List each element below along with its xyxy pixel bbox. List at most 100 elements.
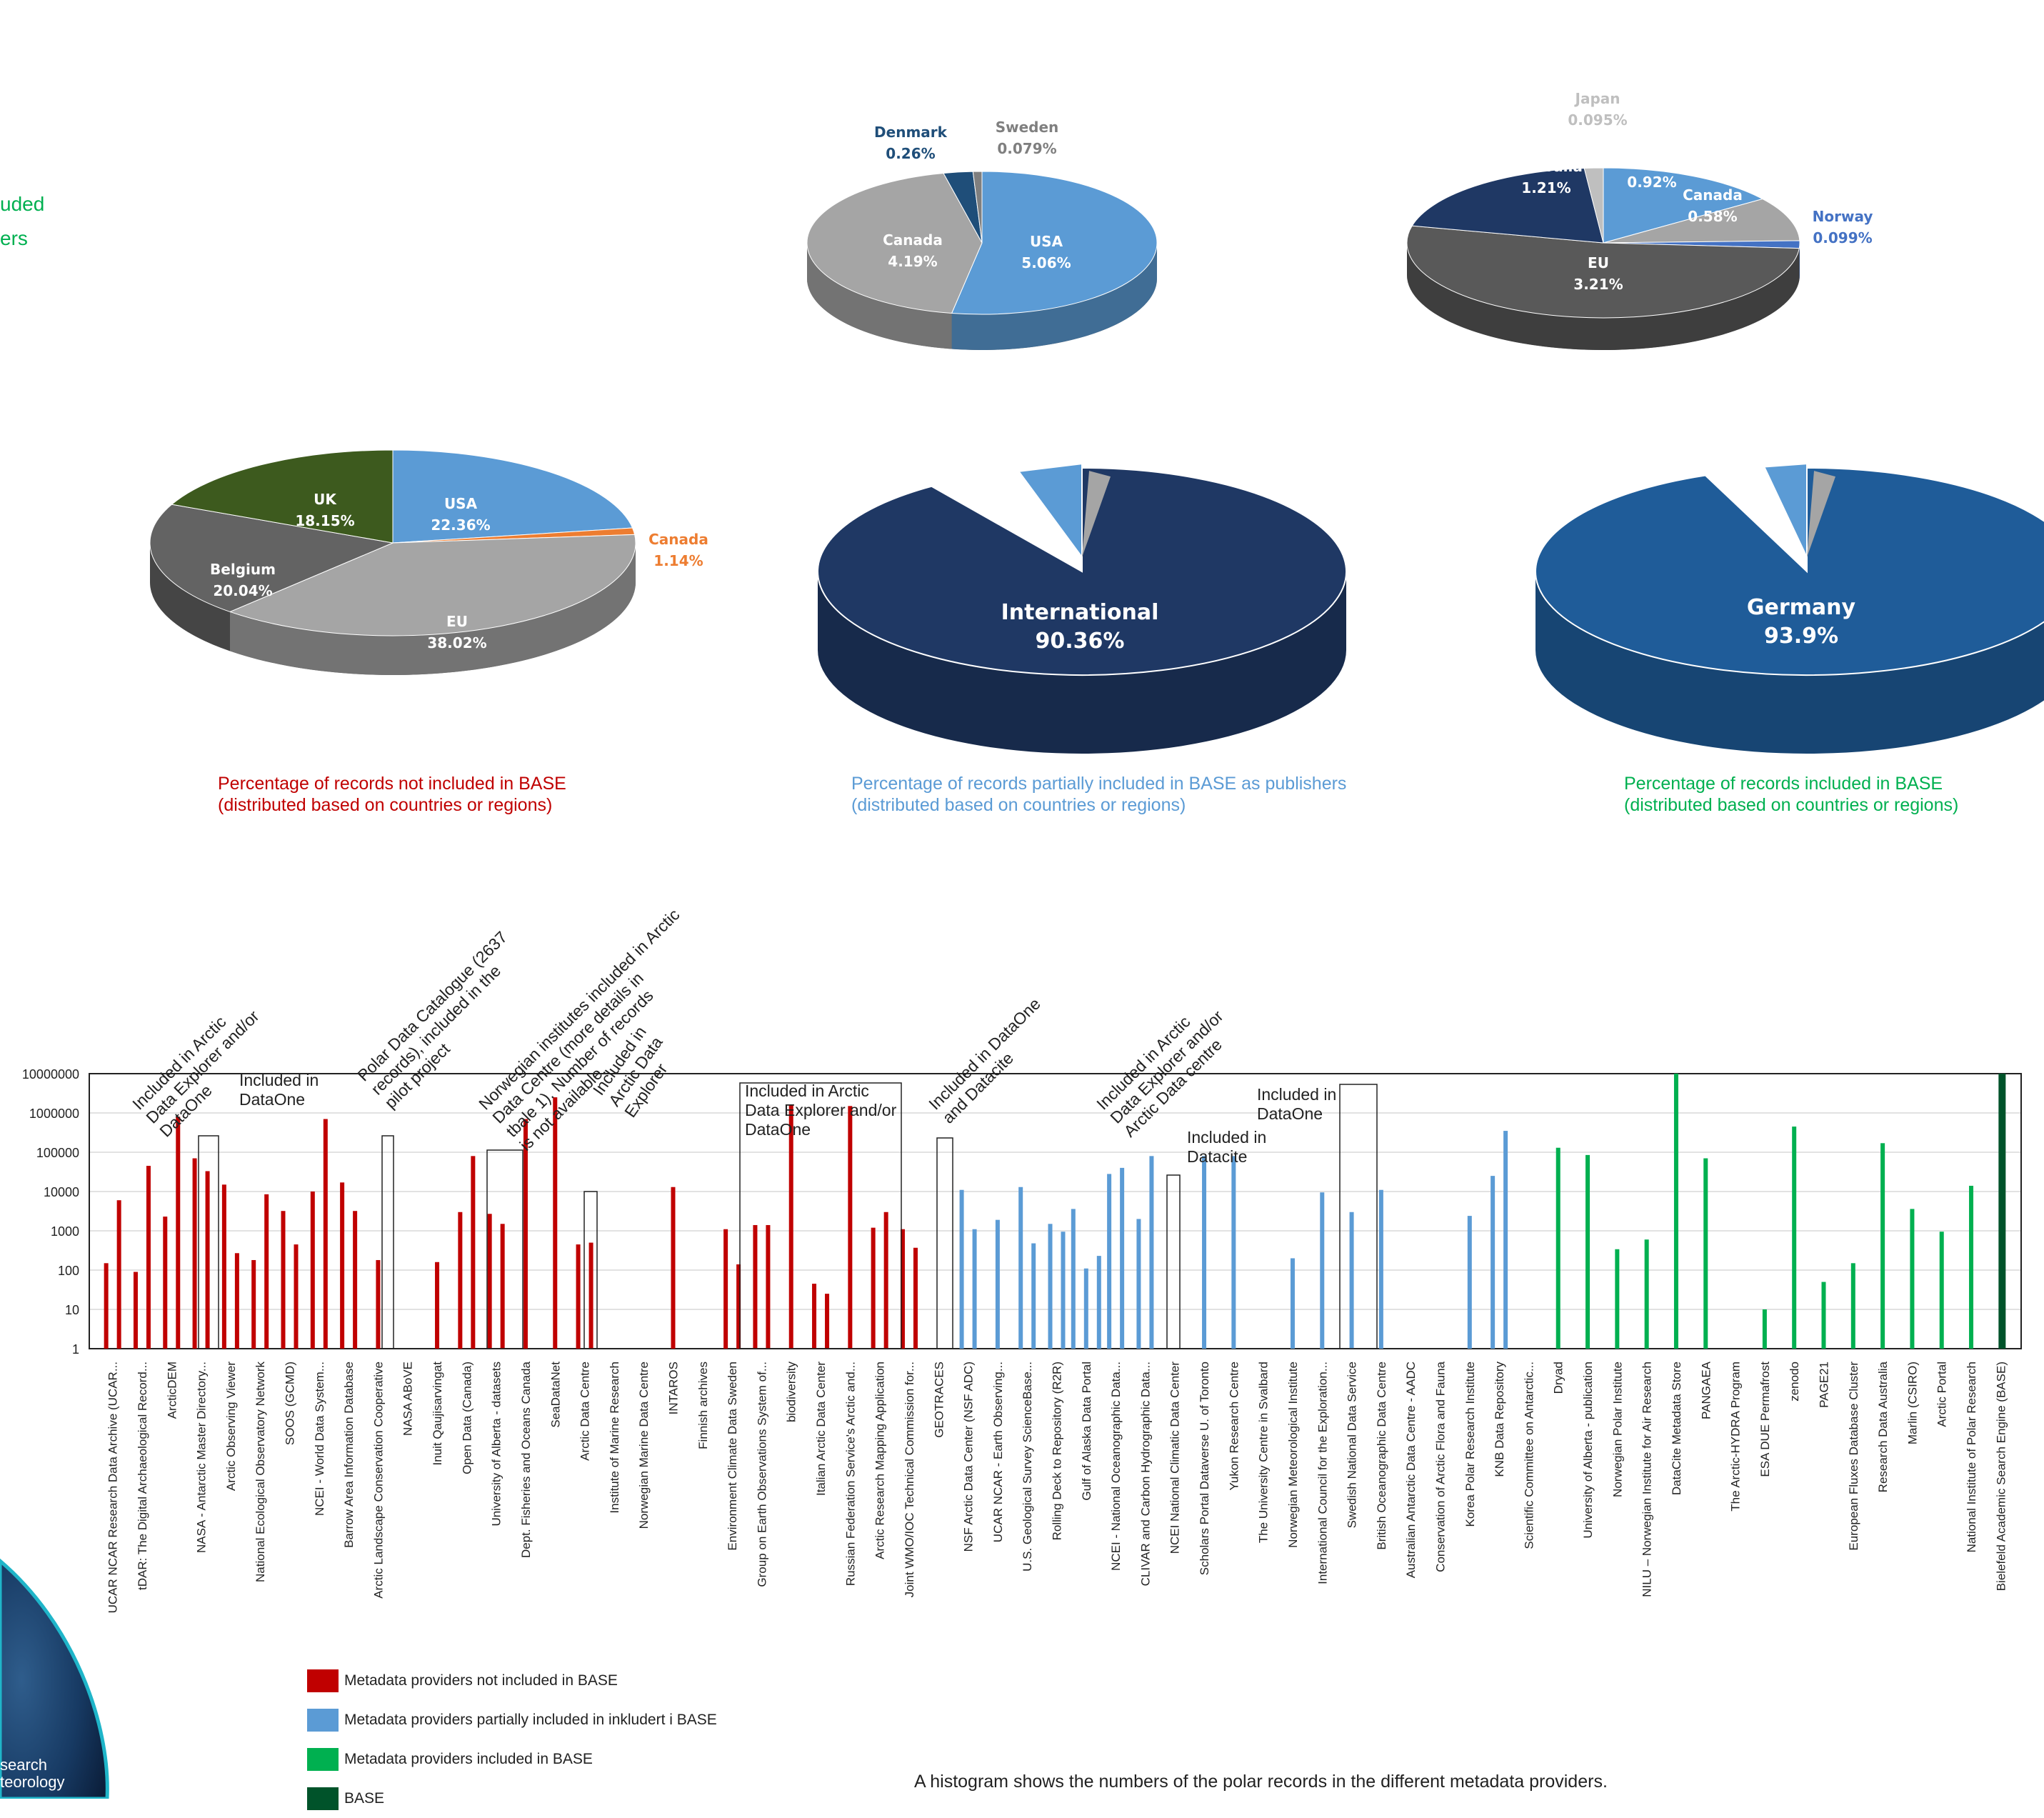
y-tick-label: 10 (65, 1303, 79, 1317)
pie-slice (1583, 167, 1604, 244)
caption-line: Percentage of records not included in BA… (218, 774, 566, 794)
caption-line: (distributed based on countries or regio… (851, 795, 1186, 815)
x-tick-label: Environment Climate Data Sweden (726, 1362, 739, 1551)
pie-label-value: 18.15% (295, 512, 354, 529)
x-tick-label: European Fluxes Database Cluster (1847, 1362, 1860, 1551)
histogram-bar (1096, 1256, 1101, 1349)
histogram-bar (1349, 1212, 1354, 1349)
pie-chart: USA 22.36% Canada 1.14% EU 38.02% Belgium 20.04… (149, 449, 708, 675)
histogram-bar (766, 1224, 771, 1349)
x-tick-label: Dryad (1552, 1362, 1565, 1394)
histogram-bar (294, 1244, 299, 1349)
x-tick-label: UCAR NCAR - Earth Observing... (991, 1362, 1005, 1542)
x-tick-label: CLIVAR and Carbon Hydrographic Data... (1138, 1362, 1152, 1586)
x-tick-label: NASA - Antarctic Master Directory... (195, 1362, 209, 1553)
pie-label-name: Belgium (210, 561, 276, 578)
pie-label-name: International (1001, 600, 1159, 625)
x-tick-label: International Council for the Exploratio… (1316, 1362, 1329, 1584)
caption-line: Percentage of records partially included… (851, 774, 1347, 794)
pie-slice (392, 449, 633, 544)
x-tick-label: PANGAEA (1699, 1361, 1713, 1419)
histogram-bar (825, 1294, 830, 1349)
x-tick-label: zenodo (1788, 1362, 1801, 1402)
annotation-box (739, 1082, 902, 1349)
histogram-bar (116, 1200, 121, 1349)
pie-label-value: 3.21% (1573, 276, 1623, 293)
pie-label-value: 0.26% (886, 145, 935, 162)
x-tick-label: Norwegian Polar Institute (1610, 1362, 1624, 1497)
x-tick-label: National Institute of Polar Research (1965, 1362, 1978, 1552)
histogram-bar (264, 1194, 269, 1349)
left-edge-fragment-4: teorology (0, 1773, 65, 1791)
histogram-bar (1555, 1147, 1560, 1349)
pie-label-name: Japan (1574, 90, 1620, 107)
x-tick-label: Swedish National Data Service (1346, 1362, 1359, 1528)
histogram: 1 10 100 1000 10000 100000 1000000 10000000 UCAR… (22, 905, 2022, 1613)
pie-slice (1406, 225, 1800, 319)
x-tick-label: DataCite Metadata Store (1670, 1362, 1683, 1495)
histogram-bar (1644, 1239, 1649, 1349)
histogram-bar (1703, 1158, 1708, 1349)
pie-label-name: USA (1030, 233, 1063, 250)
histogram-bar (281, 1211, 286, 1349)
pie-slice (1082, 471, 1111, 557)
pie-label-value: 22.36% (431, 516, 490, 534)
pie-charts: USA 22.36% Canada 1.14% EU 38.02% Belgium 20.04… (149, 90, 2044, 754)
histogram-caption: A histogram shows the numbers of the pol… (914, 1772, 1608, 1792)
x-tick-label: Bielefeld Academic Search Engine (BASE) (1994, 1362, 2008, 1591)
pie-side (807, 243, 952, 349)
x-tick-label: NCEI - World Data System... (313, 1362, 326, 1516)
pie-label-value: 90.36% (1036, 629, 1125, 654)
pie-slice (972, 171, 983, 244)
x-tick-label: Gulf of Alaska Data Portal (1080, 1362, 1093, 1501)
caption-line: Percentage of records included in BASE (1624, 774, 1943, 794)
caption-included: Percentage of records included in BASE (… (1624, 773, 1958, 816)
x-tick-label: KNB Data Repository (1493, 1362, 1506, 1477)
x-tick-label: Rolling Deck to Repository (R2R) (1051, 1362, 1064, 1540)
histogram-bar (1031, 1243, 1036, 1349)
pie-label-value: 20.04% (213, 582, 272, 599)
pie-chart: USA 0.92% Canada 0.58% Norway 0.099% EU 3.21% Au… (1406, 90, 1873, 350)
x-tick-label: NCEI - National Oceanographic Data... (1109, 1362, 1123, 1571)
histogram-bar (323, 1119, 328, 1349)
histogram-bar (995, 1219, 1000, 1349)
pie-chart: USA 5.06% Canada 4.19% Denmark 0.26% Sweden 0.0… (806, 119, 1158, 351)
histogram-bar (1061, 1232, 1066, 1349)
caption-line: (distributed based on countries or regio… (1624, 795, 1959, 815)
histogram-bar (1762, 1309, 1767, 1349)
annotation-box (1166, 1174, 1181, 1349)
x-tick-label: tDAR: The Digital Archaeological Record.… (136, 1362, 149, 1590)
pie-slice (1603, 199, 1800, 244)
histogram-bar (435, 1262, 440, 1349)
histogram-bar (176, 1117, 181, 1349)
x-tick-label: Arctic Landscape Conservation Cooperativ… (371, 1362, 385, 1599)
pie-side (1535, 571, 2044, 754)
x-tick-label: Australian Antarctic Data Centre - AADC (1404, 1362, 1418, 1578)
histogram-bar (471, 1156, 476, 1349)
pie-label-name: Germany (1747, 595, 1856, 620)
histogram-bar (1071, 1209, 1076, 1349)
histogram-bar (133, 1272, 138, 1349)
histogram-bar (1467, 1216, 1472, 1349)
x-tick-label: University of Alberta - publication (1581, 1362, 1595, 1539)
histogram-bar (736, 1264, 741, 1349)
x-tick-label: NSF Arctic Data Center (NSF ADC) (962, 1362, 976, 1552)
x-tick-label: Norwegian Marine Data Centre (637, 1362, 651, 1529)
annotation-text: Included in Arctic (745, 1082, 869, 1100)
x-tick-label: Barrow Area Information Database (342, 1362, 356, 1548)
histogram-bar (1585, 1154, 1590, 1349)
histogram-bar (588, 1242, 593, 1349)
x-tick-label: Norwegian Meteorological Institute (1286, 1362, 1300, 1548)
x-tick-label: National Ecological Observatory Network (254, 1362, 267, 1582)
histogram-bar (234, 1253, 239, 1349)
histogram-bar (871, 1227, 876, 1349)
histogram-bar (1378, 1189, 1383, 1349)
annotation-text: DataOne (239, 1090, 305, 1109)
histogram-bar (192, 1158, 197, 1349)
left-edge-fragment-1: uded (0, 193, 45, 215)
pie-slice (1603, 167, 1764, 244)
